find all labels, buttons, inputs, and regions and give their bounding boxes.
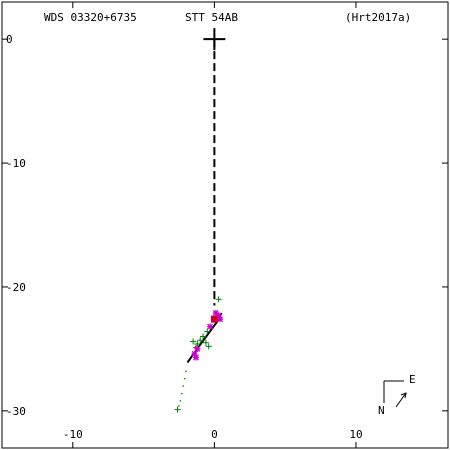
- plus-point: [205, 343, 212, 350]
- residual-dot: [182, 385, 185, 387]
- wds-id-label: WDS 03320+6735: [44, 11, 137, 24]
- motion-arrow-head: [400, 392, 407, 399]
- star-d2: [193, 354, 199, 361]
- star-d2: [217, 316, 224, 323]
- star-d2: [191, 350, 198, 357]
- discoverer-label: STT 54AB: [185, 11, 238, 24]
- plus-point: [190, 338, 197, 345]
- compass-icon: N E: [378, 373, 416, 417]
- compass-east-label: E: [409, 373, 416, 386]
- primary-star-marker: [203, 28, 226, 51]
- residual-dot: [181, 392, 183, 395]
- star-point: [194, 345, 201, 352]
- reference-label: (Hrt2017a): [345, 11, 411, 24]
- plus-point: [197, 337, 204, 344]
- star-point: [207, 323, 214, 330]
- square-point: [210, 315, 218, 323]
- measurement-marks: [174, 296, 224, 413]
- x-tick-label: 10: [349, 428, 362, 441]
- residual-dot: [178, 405, 180, 407]
- plus-point: [174, 406, 181, 413]
- y-tick-label: -30: [6, 405, 26, 418]
- motion-arrow-shaft: [395, 392, 407, 408]
- residual-dot: [183, 377, 186, 380]
- star-point: [217, 316, 224, 323]
- compass-north-label: N: [378, 404, 385, 417]
- star-d2: [194, 345, 201, 352]
- y-tick-label: -10: [6, 157, 26, 170]
- plus-point: [215, 296, 222, 303]
- star-point: [192, 354, 199, 361]
- star-point: [212, 309, 219, 316]
- residual-dots: [178, 370, 187, 407]
- residual-dot: [179, 400, 182, 402]
- plus-point: [202, 339, 209, 346]
- plus-point: [204, 328, 211, 335]
- star-d2: [207, 323, 214, 330]
- y-tick-label: -20: [6, 281, 26, 294]
- star-d2: [212, 310, 219, 316]
- x-tick-label: 0: [211, 428, 218, 441]
- x-tick-label: -10: [63, 428, 83, 441]
- residual-dot: [185, 370, 187, 372]
- plus-point: [200, 333, 207, 340]
- y-tick-label: 0: [6, 33, 13, 46]
